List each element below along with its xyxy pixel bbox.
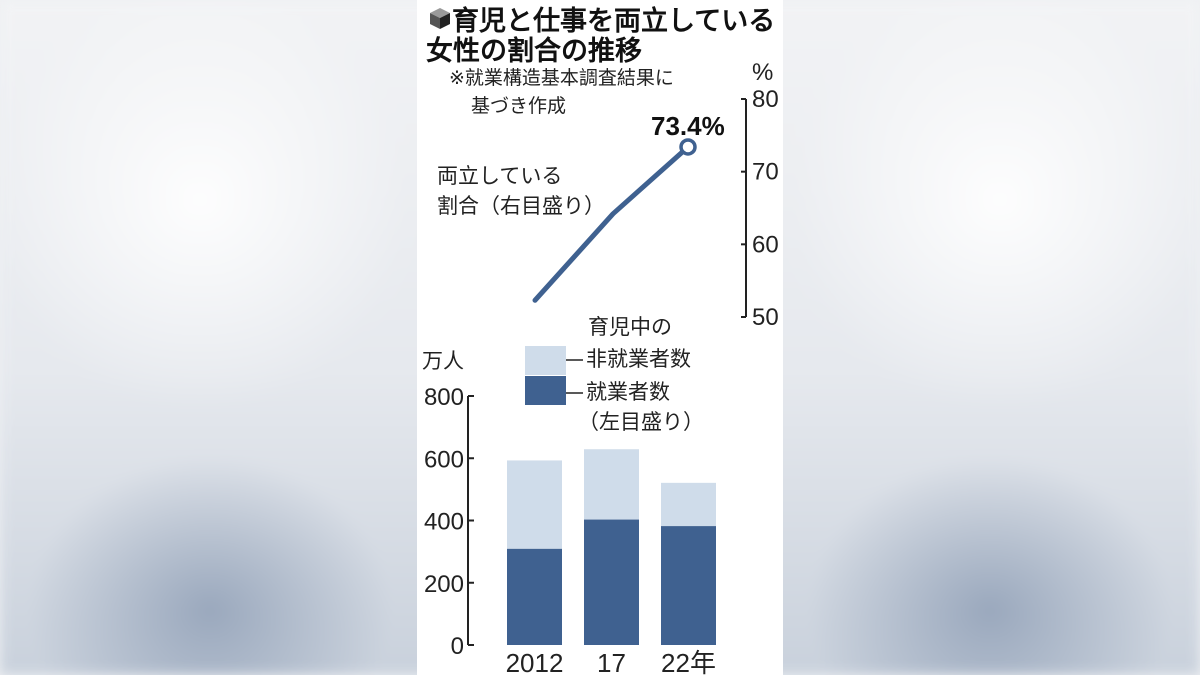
right-axis-unit: % <box>752 59 773 86</box>
x-axis-tick-label: 2012 <box>506 648 564 675</box>
x-axis-ticks: 2012 17 22年 <box>506 648 716 675</box>
right-axis-tick-label: 50 <box>752 304 779 331</box>
line-value-label: 73.4% <box>651 111 725 141</box>
line-series-label-line2: 割合（右目盛り） <box>437 194 605 218</box>
left-axis-ticks: 0 200 400 600 800 <box>424 384 474 660</box>
legend-scale-note: （左目盛り） <box>578 410 704 434</box>
legend-not-employed-line1: 育児中の <box>588 315 672 339</box>
bar-employed <box>507 548 562 645</box>
legend-employed-label: 就業者数 <box>586 380 670 404</box>
x-axis-tick-label: 17 <box>597 648 626 675</box>
cube-icon <box>430 8 450 29</box>
left-axis-tick-label: 400 <box>424 509 464 536</box>
bar-not-employed <box>507 460 562 549</box>
chart-title-line2: 女性の割合の推移 <box>426 35 642 67</box>
line-series-label-line1: 両立している <box>437 164 562 188</box>
line-series <box>532 138 697 303</box>
bar-employed <box>584 519 639 645</box>
bar-not-employed <box>584 449 639 520</box>
source-note-line1: ※就業構造基本調査結果に <box>449 67 674 89</box>
legend-not-employed-line2: 非就業者数 <box>586 347 691 371</box>
legend-not-employed-swatch <box>525 346 566 375</box>
right-axis-tick-label: 60 <box>752 231 779 258</box>
left-axis-tick-label: 600 <box>424 446 464 473</box>
right-axis-tick-label: 70 <box>752 159 779 186</box>
bar-employed <box>661 526 716 645</box>
left-axis-unit: 万人 <box>422 349 464 373</box>
chart-title-line1: 育児と仕事を両立している <box>452 5 775 37</box>
bar-series <box>507 449 716 645</box>
left-axis-tick-label: 200 <box>424 571 464 598</box>
line-point-end-marker <box>679 138 697 156</box>
left-axis-tick-label: 0 <box>451 633 464 660</box>
source-note-line2: 基づき作成 <box>471 95 566 117</box>
left-axis-tick-label: 800 <box>424 384 464 411</box>
right-axis-tick-label: 80 <box>752 86 779 113</box>
bar-not-employed <box>661 482 716 527</box>
right-axis-ticks: 50 60 70 80 <box>741 86 779 331</box>
legend-employed-swatch <box>525 376 566 405</box>
x-axis-tick-label: 22年 <box>661 648 716 675</box>
